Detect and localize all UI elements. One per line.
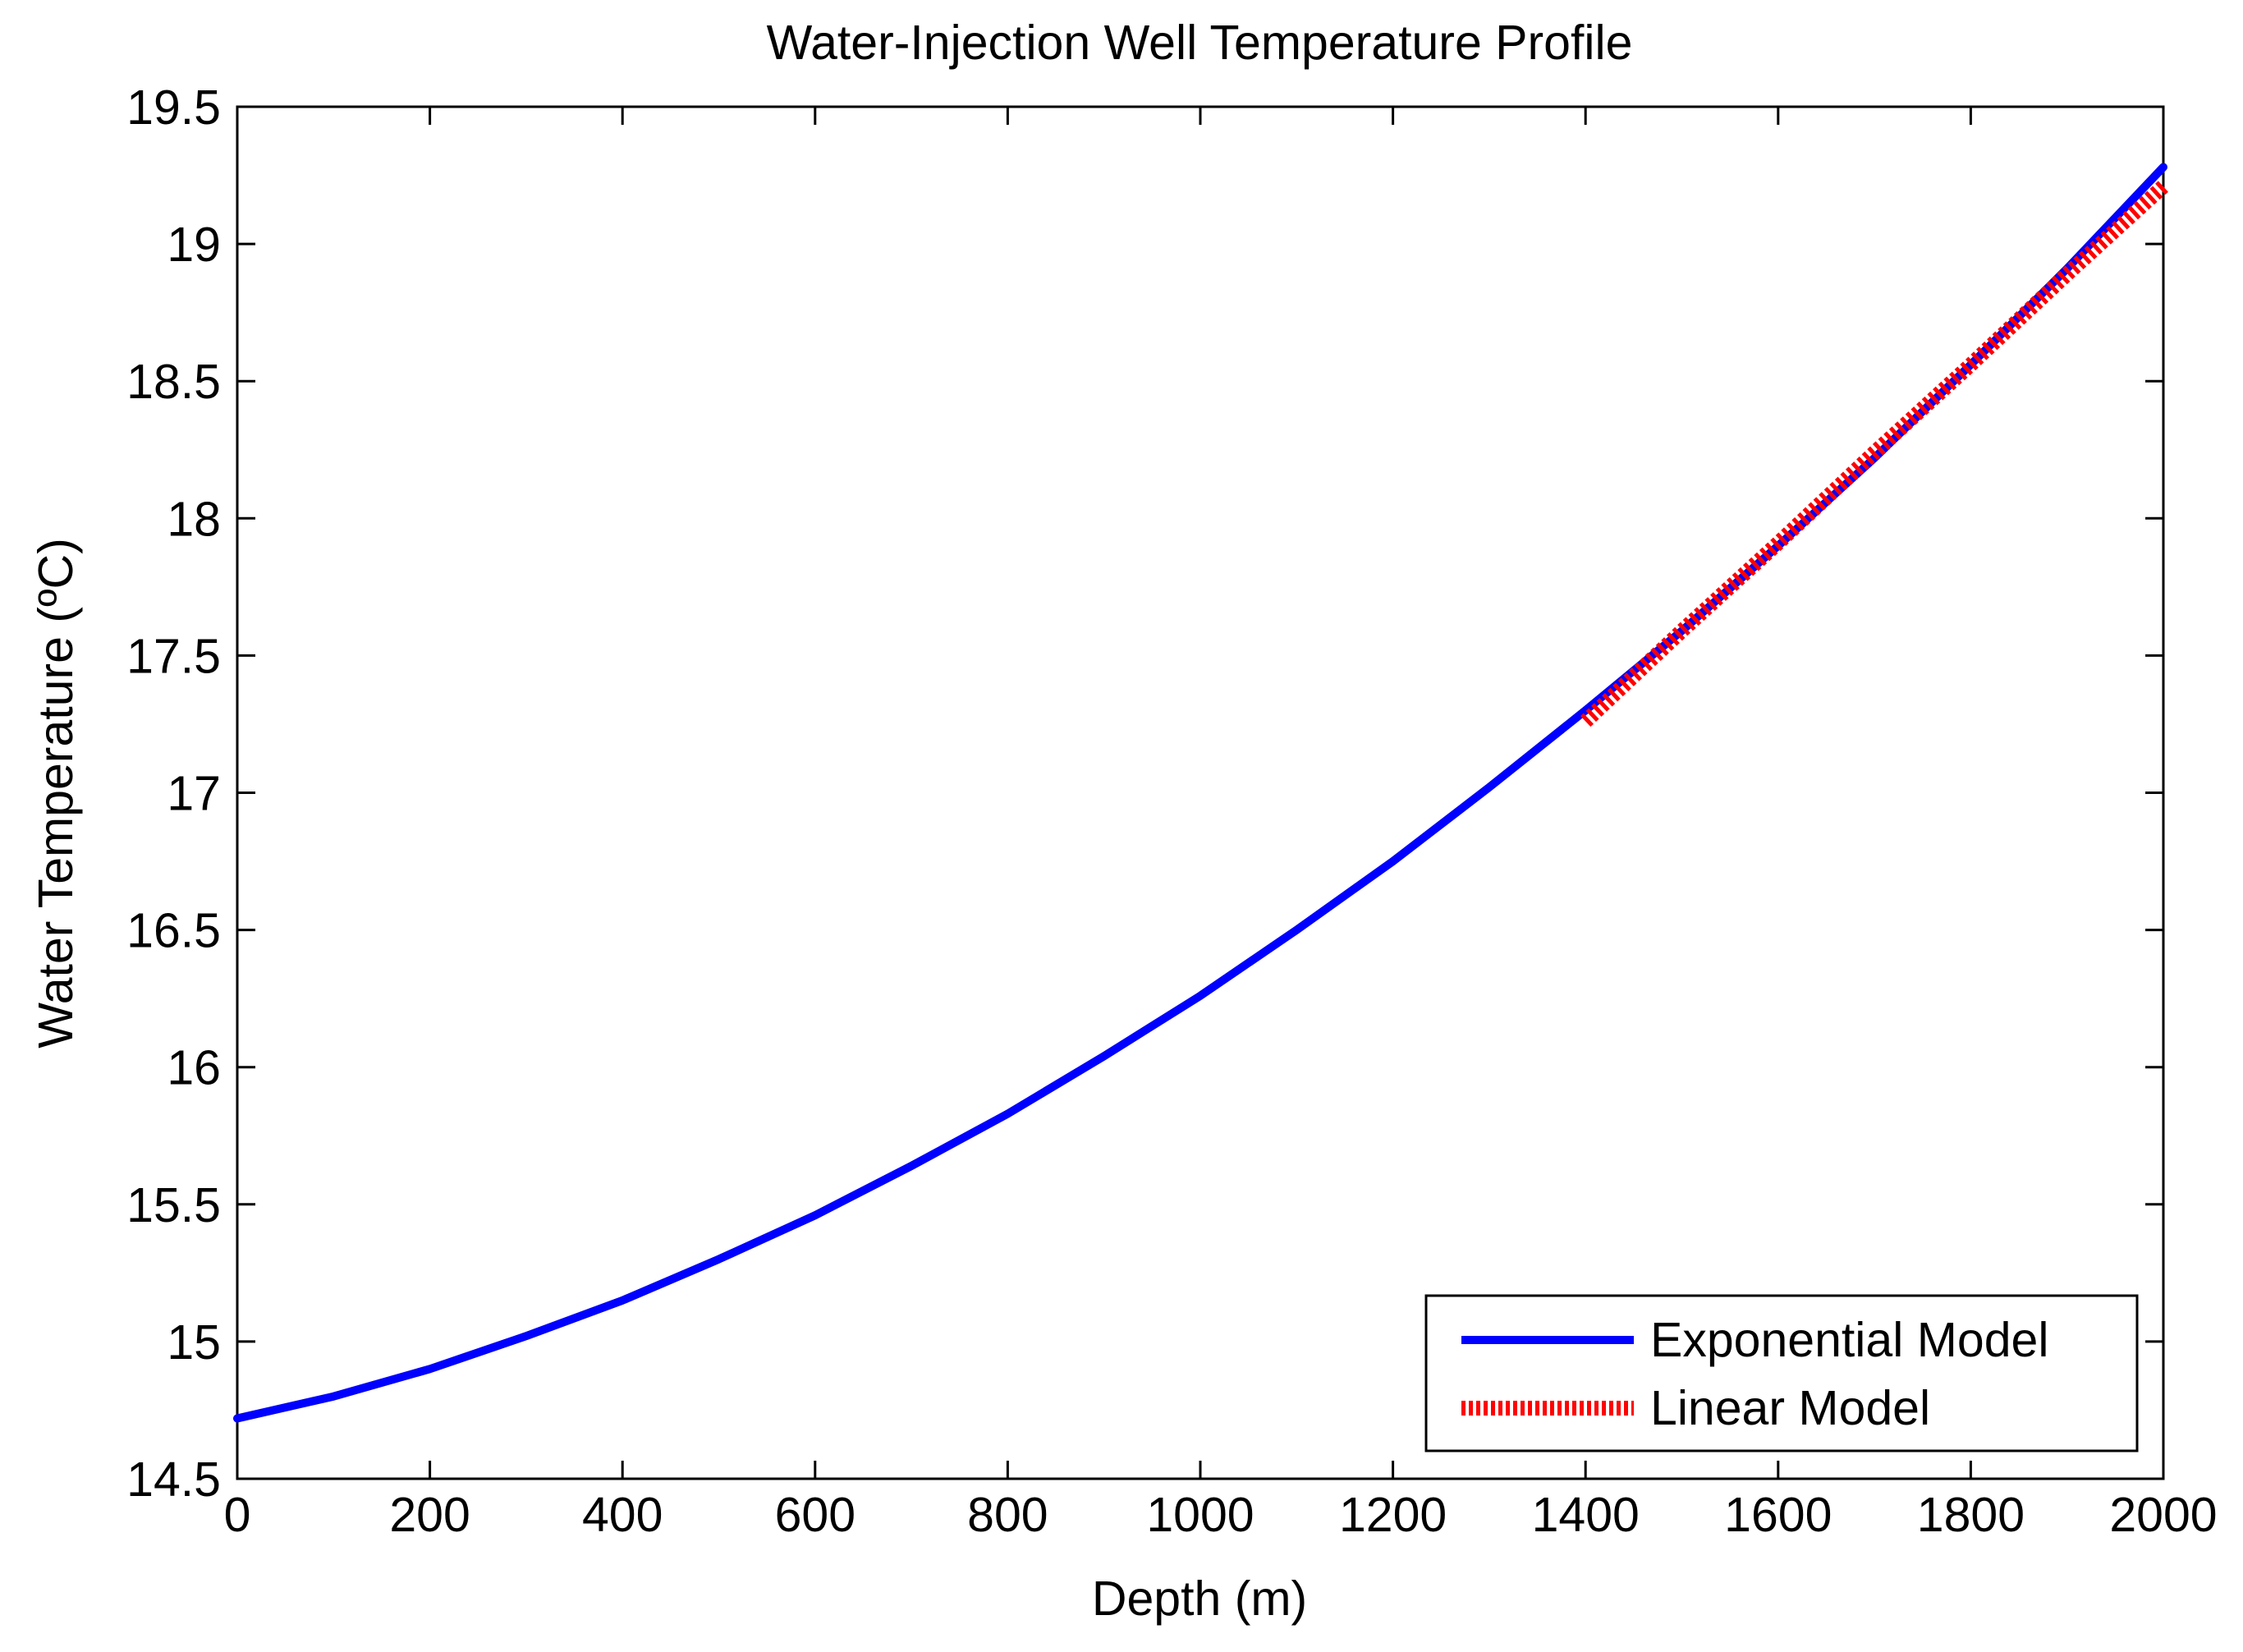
- x-tick-label: 1800: [1917, 1488, 2025, 1542]
- y-tick-label: 17.5: [126, 629, 221, 683]
- x-tick-label: 1000: [1146, 1488, 1254, 1542]
- x-tick-label: 200: [389, 1488, 470, 1542]
- x-tick-label: 600: [775, 1488, 855, 1542]
- legend-label-exponential: Exponential Model: [1650, 1313, 2048, 1367]
- y-tick-label: 19.5: [126, 80, 221, 135]
- y-tick-label: 15.5: [126, 1178, 221, 1232]
- x-tick-label: 0: [224, 1488, 251, 1542]
- x-tick-label: 1400: [1532, 1488, 1640, 1542]
- chart-title: Water-Injection Well Temperature Profile: [767, 16, 1633, 70]
- y-tick-label: 16.5: [126, 904, 221, 958]
- y-tick-label: 14.5: [126, 1452, 221, 1507]
- y-axis-label: Water Temperature (ºC): [29, 538, 83, 1049]
- x-tick-label: 1200: [1339, 1488, 1447, 1542]
- y-tick-label: 18: [167, 492, 221, 546]
- y-tick-label: 17: [167, 767, 221, 821]
- y-tick-label: 19: [167, 218, 221, 272]
- y-tick-label: 18.5: [126, 355, 221, 409]
- x-tick-label: 1600: [1724, 1488, 1832, 1542]
- x-tick-label: 2000: [2109, 1488, 2217, 1542]
- y-tick-label: 15: [167, 1315, 221, 1370]
- y-tick-label: 16: [167, 1041, 221, 1095]
- legend-label-linear: Linear Model: [1650, 1381, 1930, 1435]
- x-axis-label: Depth (m): [1092, 1572, 1307, 1626]
- x-axis-ticks: 0 200 400 600 800 1000 1200 1400 1600 1800 2000: [224, 107, 2218, 1542]
- x-tick-label: 800: [967, 1488, 1048, 1542]
- legend: Exponential Model Linear Model: [1424, 1294, 2139, 1452]
- plot-area: 0 200 400 600 800 1000 1200 1400 1600 1800 2000 14…: [126, 80, 2217, 1542]
- series-layer: [233, 163, 2169, 1423]
- series-line-linear: [1580, 181, 2169, 727]
- x-tick-label: 400: [582, 1488, 663, 1542]
- y-axis-ticks: 14.5 15 15.5 16 16.5 17 17.5 18 18.5 19 19.5: [126, 80, 2163, 1507]
- legend-box: [1424, 1294, 2139, 1452]
